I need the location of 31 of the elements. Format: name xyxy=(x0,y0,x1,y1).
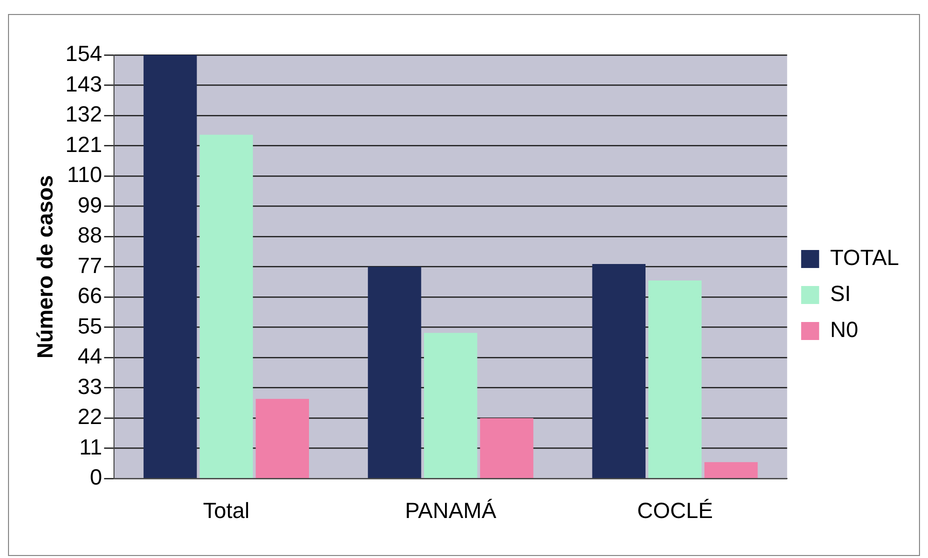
legend-label: SI xyxy=(830,281,851,306)
y-tick-label: 44 xyxy=(78,344,102,369)
legend-label: TOTAL xyxy=(830,245,900,270)
y-tick-label: 11 xyxy=(79,434,102,460)
y-tick-label: 154 xyxy=(65,41,102,66)
y-tick-label: 77 xyxy=(78,252,102,278)
y-tick-label: 66 xyxy=(78,283,102,308)
y-tick-label: 0 xyxy=(90,464,102,490)
x-tick-label: COCLÉ xyxy=(637,498,713,523)
bar xyxy=(480,418,534,478)
bar xyxy=(704,462,758,478)
y-tick-label: 22 xyxy=(78,404,102,430)
bar xyxy=(256,398,310,478)
x-tick-label: Total xyxy=(203,498,250,523)
legend-label: N0 xyxy=(830,317,858,342)
y-tick-label: 33 xyxy=(78,374,102,399)
y-axis-title: Número de casos xyxy=(32,175,58,359)
y-tick-label: 143 xyxy=(65,71,102,96)
y-tick-label: 88 xyxy=(78,222,102,248)
y-tick-label: 121 xyxy=(65,132,102,157)
x-tick-label: PANAMÁ xyxy=(404,498,497,523)
y-tick-label: 99 xyxy=(78,192,102,218)
bar xyxy=(592,264,646,478)
bar xyxy=(200,134,253,478)
bar xyxy=(648,280,702,478)
bar xyxy=(424,332,478,478)
y-tick-label: 132 xyxy=(65,102,102,127)
y-tick-label: 55 xyxy=(78,313,102,338)
bar xyxy=(144,55,197,478)
y-tick-label: 110 xyxy=(67,162,102,188)
bar xyxy=(368,266,422,478)
